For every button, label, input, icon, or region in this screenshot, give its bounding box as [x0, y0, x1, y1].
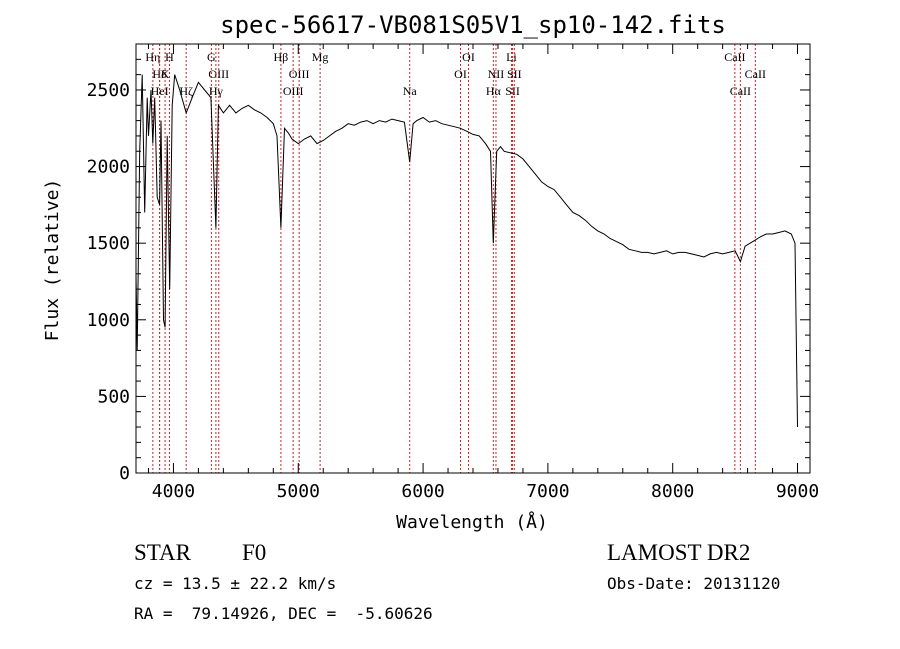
chart-title: spec-56617-VB081S05V1_sp10-142.fits: [220, 11, 726, 39]
observation-date: Obs-Date: 20131120: [607, 574, 781, 593]
line-marker-label: Hη: [145, 50, 160, 64]
line-marker-label: SII: [507, 67, 522, 81]
y-tick-label: 1000: [87, 310, 130, 331]
line-marker-label: Hα: [486, 84, 502, 98]
line-marker-label: NII: [488, 67, 505, 81]
object-subclass: F0: [242, 540, 267, 565]
x-tick-label: 7000: [526, 481, 569, 502]
line-marker-label: Na: [403, 84, 418, 98]
ra-dec-coordinates: RA = 79.14926, DEC = -5.60626: [134, 604, 433, 623]
y-axis-label: Flux (relative): [42, 179, 63, 342]
line-marker-label: OIII: [283, 84, 304, 98]
line-marker-label: H: [165, 50, 174, 64]
line-marker-label: OI: [454, 67, 467, 81]
line-marker-label: OIII: [289, 67, 310, 81]
line-marker-label: Hβ: [274, 50, 289, 64]
line-marker-label: OI: [462, 50, 475, 64]
line-marker-label: CaII: [724, 50, 745, 64]
line-marker-label: HeI: [151, 84, 169, 98]
spectrum-series-line: [135, 74, 798, 428]
x-tick-label: 9000: [776, 481, 819, 502]
y-tick-label: 2500: [87, 80, 130, 101]
line-marker-label: CaII: [730, 84, 751, 98]
line-marker-label: Hζ: [179, 84, 193, 98]
plot-frame: [135, 43, 811, 474]
x-tick-label: 4000: [152, 481, 195, 502]
line-marker-label: Hγ: [209, 84, 224, 98]
x-axis-label: Wavelength (Å): [396, 511, 548, 533]
line-marker-label: K: [161, 67, 170, 81]
x-tick-label: 6000: [401, 481, 444, 502]
line-marker-label: OIII: [208, 67, 229, 81]
line-marker-label: Mg: [312, 50, 329, 64]
x-tick-label: 5000: [277, 481, 320, 502]
y-tick-label: 0: [119, 463, 130, 484]
y-tick-label: 500: [97, 386, 130, 407]
line-marker-label: Li: [506, 50, 517, 64]
survey-name: LAMOST DR2: [607, 540, 751, 565]
axis-ticks: 4000 5000 6000 7000 8000 9000 0 500 1000 1500 2000…: [87, 44, 819, 502]
redshift-velocity: cz = 13.5 ± 22.2 km/s: [134, 574, 337, 593]
line-marker-label: G: [207, 50, 216, 64]
object-class: STAR: [134, 540, 191, 565]
x-tick-label: 8000: [651, 481, 694, 502]
line-marker-label: SII: [505, 84, 520, 98]
y-tick-label: 1500: [87, 233, 130, 254]
line-marker-label: CaII: [745, 67, 766, 81]
y-tick-label: 2000: [87, 157, 130, 178]
